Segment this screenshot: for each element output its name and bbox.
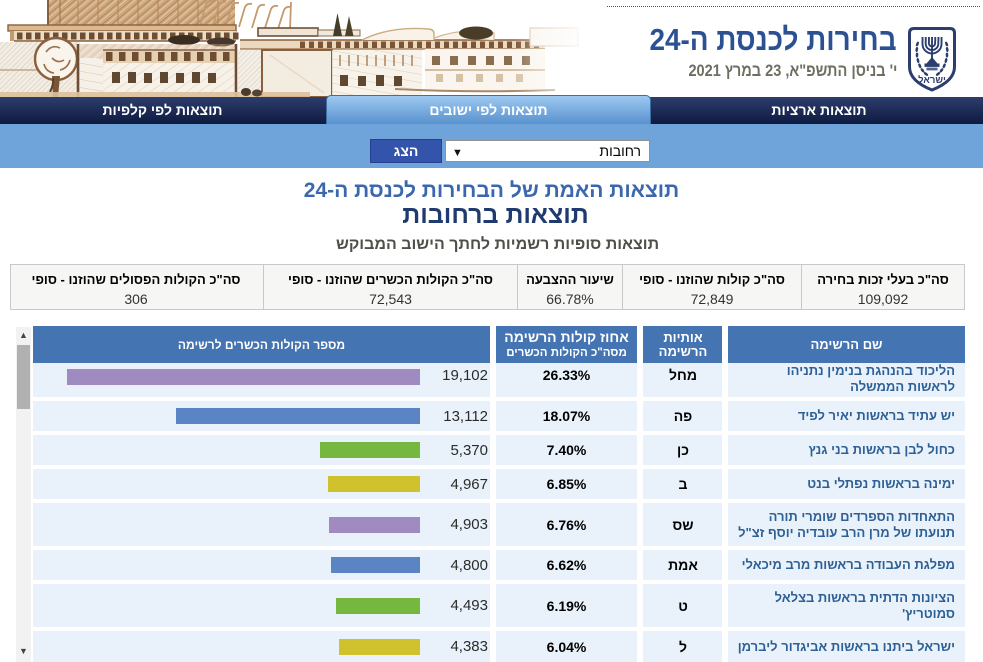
svg-text:ישראל: ישראל — [918, 75, 946, 86]
